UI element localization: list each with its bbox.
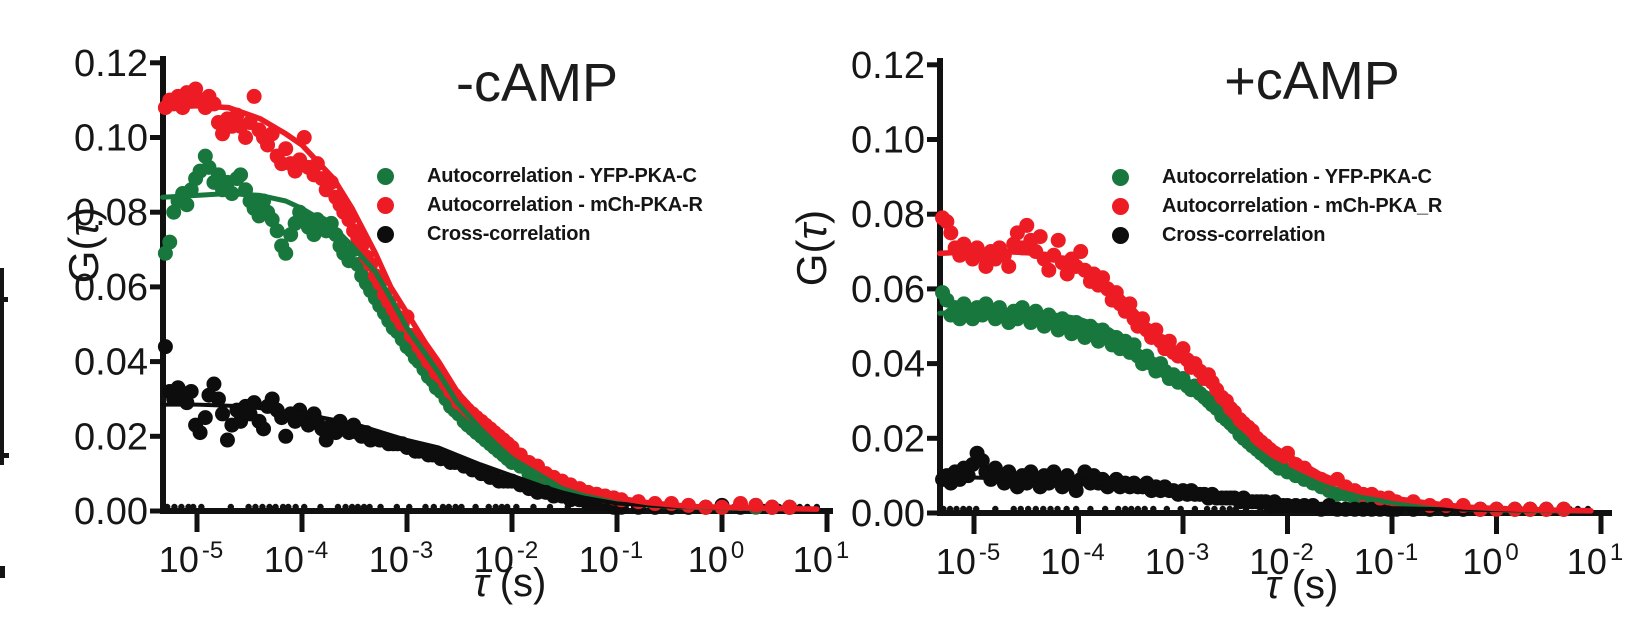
x-tick-label: 10 -3 xyxy=(369,537,433,580)
legend-marker-green-dot xyxy=(377,168,394,185)
y-tick-label: 0.12 xyxy=(851,45,925,87)
plot-title-plus-camp: +cAMP xyxy=(1224,51,1400,111)
legend-item: Cross-correlation xyxy=(377,220,703,249)
legend-minus-camp: Autocorrelation - YFP-PKA-C Autocorrelat… xyxy=(377,162,703,249)
y-tick-label: 0.02 xyxy=(851,418,925,460)
x-tick-label: 10 -4 xyxy=(264,537,328,580)
plot-title-minus-camp: -cAMP xyxy=(456,53,618,113)
fit-line-cross-correlation xyxy=(160,402,819,512)
y-tick-label: 0.10 xyxy=(851,120,925,162)
y-axis-label: G(τ) xyxy=(788,210,835,286)
legend-label: Cross-correlation xyxy=(1162,224,1326,246)
legend-item: Autocorrelation - mCh-PKA_R xyxy=(1112,192,1442,221)
edge-line-fragment xyxy=(0,268,4,465)
fit-line-cross-correlation xyxy=(937,475,1593,514)
y-tick-label: 0.04 xyxy=(851,344,925,386)
legend-label: Autocorrelation - mCh-PKA_R xyxy=(1162,195,1443,217)
x-tick-label: 10 -2 xyxy=(1249,539,1313,582)
fit-line-autocorrelation-mch-pka-r xyxy=(936,248,1594,514)
x-tick-label: 10 -1 xyxy=(579,537,643,580)
legend-label: Cross-correlation xyxy=(427,223,591,245)
legend-marker-green-dot xyxy=(1112,169,1129,186)
plot-panel-minus-camp: 0.00 0.02 0.04 0.06 0.08 0.10 0.12 10 -5 10 -4 10 -3… xyxy=(60,43,849,605)
edge-tick-fragment xyxy=(0,566,5,578)
x-axis-label: τ (s) xyxy=(1266,563,1339,607)
plot-panel-plus-camp: 0.00 0.02 0.04 0.06 0.08 0.10 0.12 10 -5 10 -4 10 -3… xyxy=(788,45,1623,607)
legend-marker-red-dot xyxy=(377,197,394,214)
scatter-series-autocorrelation-mch-pka-r xyxy=(157,81,798,515)
y-tick-label: 0.08 xyxy=(851,194,925,236)
fit-line-autocorrelation-mch-pka-r xyxy=(159,103,820,512)
baseline-zero-dots xyxy=(163,503,821,511)
x-tick-label: 10 0 xyxy=(688,537,744,580)
y-tick-label: 0.02 xyxy=(74,416,148,458)
x-tick-label: 10 1 xyxy=(793,537,849,580)
legend-label: Autocorrelation - YFP-PKA-C xyxy=(1162,166,1432,188)
x-tick-label: 10 -2 xyxy=(474,537,538,580)
legend-item: Cross-correlation xyxy=(1112,221,1442,250)
y-axis-label: G(τ) xyxy=(60,207,107,283)
y-tick-label: 0.08 xyxy=(74,192,148,234)
legend-plus-camp: Autocorrelation - YFP-PKA-C Autocorrelat… xyxy=(1112,163,1442,250)
x-tick-label: 10 -5 xyxy=(936,539,1000,582)
x-tick-label: 10 -4 xyxy=(1040,539,1104,582)
y-tick-label: 0.06 xyxy=(74,267,148,309)
legend-label: Autocorrelation - mCh-PKA-R xyxy=(427,194,703,216)
y-tick-label: 0.06 xyxy=(851,269,925,311)
legend-marker-black-dot xyxy=(377,226,394,243)
y-tick-label: 0.00 xyxy=(851,493,925,535)
y-tick-label: 0.12 xyxy=(74,43,148,85)
edge-tick-fragment xyxy=(0,297,8,302)
edge-tick-fragment xyxy=(0,453,9,458)
legend-marker-red-dot xyxy=(1112,198,1129,215)
legend-item: Autocorrelation - mCh-PKA-R xyxy=(377,191,703,220)
y-tick-label: 0.10 xyxy=(74,118,148,160)
y-tick-label: 0.04 xyxy=(74,342,148,384)
legend-marker-black-dot xyxy=(1112,227,1129,244)
legend-item: Autocorrelation - YFP-PKA-C xyxy=(1112,163,1442,192)
x-tick-label: 10 -3 xyxy=(1145,539,1209,582)
x-tick-label: 10 -5 xyxy=(159,537,223,580)
fit-line-autocorrelation-yfp-pka-c xyxy=(937,308,1594,514)
x-tick-label: 10 1 xyxy=(1567,539,1623,582)
y-tick-label: 0.00 xyxy=(74,491,148,533)
x-axis-label: τ (s) xyxy=(474,561,547,605)
legend-label: Autocorrelation - YFP-PKA-C xyxy=(427,165,697,187)
x-tick-label: 10 0 xyxy=(1462,539,1518,582)
x-tick-label: 10 -1 xyxy=(1354,539,1418,582)
legend-item: Autocorrelation - YFP-PKA-C xyxy=(377,162,703,191)
